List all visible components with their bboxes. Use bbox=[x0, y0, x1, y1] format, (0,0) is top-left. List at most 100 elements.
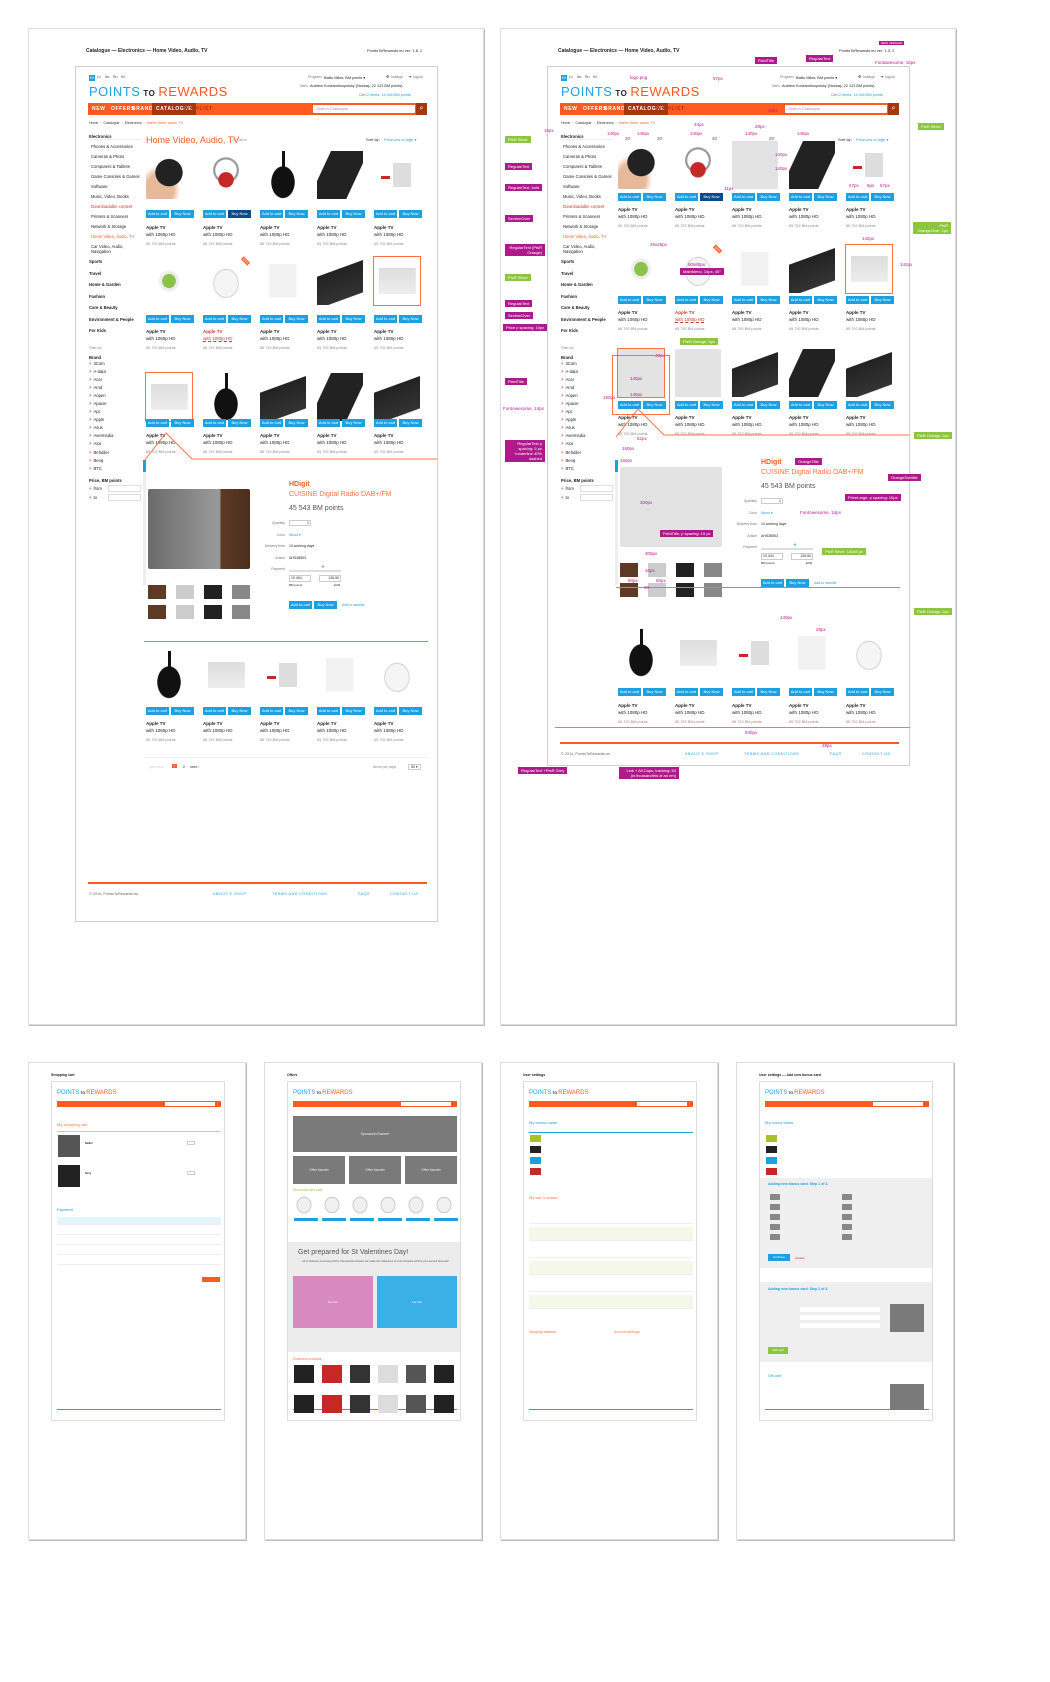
buy-now-button[interactable]: Buy Now bbox=[228, 707, 251, 715]
sidebar-group[interactable]: Sports bbox=[561, 259, 575, 265]
product-name[interactable]: Apple TV bbox=[317, 721, 337, 726]
add-to-cart-button[interactable]: Add to cart bbox=[846, 401, 869, 409]
card-option[interactable] bbox=[770, 1224, 780, 1230]
nav-offers[interactable]: OFFERS bbox=[583, 106, 607, 112]
sidebar-group[interactable]: Care & Beauty bbox=[89, 305, 118, 311]
add-to-cart-button[interactable]: Add to cart bbox=[618, 193, 641, 201]
product-name[interactable]: Apple TV bbox=[146, 433, 166, 438]
brand-filter[interactable]: + BTC bbox=[561, 466, 613, 471]
language-lv[interactable]: Lv bbox=[569, 75, 573, 79]
buy-now-button[interactable]: Buy Now bbox=[171, 707, 194, 715]
buy-now-button[interactable]: Buy Now bbox=[871, 688, 894, 696]
brand-scrollbar[interactable] bbox=[615, 460, 618, 585]
brand-filter[interactable]: + Asus bbox=[561, 425, 613, 430]
sidebar-item[interactable]: Network & Storage bbox=[91, 224, 127, 230]
detail-thumbnail[interactable] bbox=[148, 585, 166, 599]
detail-thumbnail[interactable] bbox=[204, 585, 222, 599]
sidebar-item[interactable]: Downloadable content bbox=[91, 204, 133, 210]
add-to-cart-button[interactable]: Add to cart bbox=[146, 210, 169, 218]
detail-thumbnail[interactable] bbox=[648, 583, 666, 597]
buy-now-button[interactable]: Buy Now bbox=[399, 210, 422, 218]
product-image[interactable] bbox=[846, 349, 892, 397]
brand-scrollbar[interactable] bbox=[143, 460, 146, 585]
nav-new[interactable]: NEW bbox=[564, 106, 578, 112]
brand-filter[interactable]: + Axxi bbox=[561, 441, 613, 446]
brand-filter[interactable]: + Axxi bbox=[89, 441, 141, 446]
sidebar-group[interactable]: Care & Beauty bbox=[561, 305, 590, 311]
sidebar-item[interactable]: Music, Video, Books bbox=[91, 194, 129, 200]
product-image[interactable] bbox=[789, 245, 835, 293]
product-name[interactable]: Apple TV bbox=[374, 329, 394, 334]
add-to-cart-button[interactable]: Add to cart bbox=[317, 419, 340, 427]
mini-search-input[interactable] bbox=[401, 1102, 451, 1106]
sidebar-item[interactable]: Game Consoles & Games bbox=[91, 174, 140, 180]
add-to-cart-button[interactable]: Add to cart bbox=[618, 296, 641, 304]
buy-now-button[interactable]: Buy Now bbox=[285, 315, 308, 323]
add-to-cart-button[interactable]: Add to cart bbox=[317, 315, 340, 323]
sidebar-group[interactable]: Fashion bbox=[89, 293, 106, 299]
product-name[interactable]: Apple TV bbox=[732, 415, 752, 420]
product-image[interactable] bbox=[374, 373, 420, 421]
product-image[interactable] bbox=[675, 349, 721, 397]
product-image[interactable] bbox=[618, 629, 664, 677]
sidebar-item[interactable]: Music, Video, Books bbox=[563, 194, 601, 200]
mini-nav[interactable] bbox=[293, 1101, 457, 1107]
buy-now-button[interactable]: Buy Now bbox=[399, 315, 422, 323]
nav-wishlist[interactable]: WISHLIST bbox=[184, 106, 213, 112]
buy-now-button[interactable]: Buy Now bbox=[342, 210, 365, 218]
add-to-cart-button[interactable]: Add to cart bbox=[289, 601, 312, 609]
product-name[interactable]: Apple TV bbox=[675, 207, 695, 212]
buy-now-button[interactable]: Buy Now bbox=[342, 707, 365, 715]
brand-filter[interactable]: + Benq bbox=[89, 458, 141, 463]
detail-thumbnail[interactable] bbox=[176, 585, 194, 599]
page-1-button[interactable]: 1 bbox=[172, 764, 177, 768]
product-name[interactable]: Apple TV bbox=[374, 225, 394, 230]
slider-handle-icon[interactable]: ▼ bbox=[793, 542, 797, 547]
language-no[interactable]: No bbox=[105, 75, 110, 79]
product-name[interactable]: Apple TV bbox=[675, 415, 695, 420]
sidebar-item[interactable]: Software bbox=[91, 184, 108, 190]
card-option[interactable] bbox=[842, 1234, 852, 1240]
checkout-button[interactable] bbox=[202, 1277, 220, 1282]
search-button[interactable]: ⌕ bbox=[888, 103, 899, 115]
language-sv[interactable]: Sv bbox=[121, 75, 126, 79]
language-en[interactable]: En bbox=[561, 75, 568, 81]
program-select[interactable]: Baltic Miles, BM points ▾ bbox=[324, 76, 366, 80]
add-to-wishlist-link[interactable]: Add to wishlist bbox=[342, 603, 365, 607]
buy-now-button[interactable]: Buy Now bbox=[786, 579, 809, 587]
sidebar-group[interactable]: Travel bbox=[89, 270, 102, 276]
program-select[interactable]: Baltic Miles, BM points ▾ bbox=[796, 76, 838, 80]
add-card-button[interactable]: Add card bbox=[768, 1347, 788, 1354]
search-input[interactable]: Search Catalogue bbox=[313, 105, 415, 113]
detail-thumbnail[interactable] bbox=[232, 585, 250, 599]
sidebar-item[interactable]: Phones & Accessories bbox=[91, 144, 133, 150]
brand-filter[interactable]: + Amd bbox=[89, 385, 141, 390]
detail-color-value[interactable]: Wood ▾ bbox=[761, 510, 773, 515]
brand-filter[interactable]: + Asus bbox=[89, 425, 141, 430]
brand-filter[interactable]: + Befolder bbox=[89, 450, 141, 455]
add-to-cart-button[interactable]: Add to cart bbox=[675, 401, 698, 409]
brand-filter[interactable]: + A-data bbox=[561, 369, 613, 374]
add-to-cart-button[interactable]: Add to cart bbox=[317, 210, 340, 218]
add-to-cart-button[interactable]: Add to cart bbox=[618, 401, 641, 409]
brand-filter[interactable]: + Benq bbox=[561, 458, 613, 463]
add-to-cart-button[interactable]: Add to cart bbox=[789, 193, 812, 201]
buy-now-button[interactable]: Buy Now bbox=[171, 210, 194, 218]
language-ru[interactable]: Ru bbox=[585, 75, 590, 79]
breadcrumb-item[interactable]: Home bbox=[561, 121, 571, 125]
brand-filter[interactable]: + Avermedia bbox=[89, 433, 141, 438]
breadcrumb-item[interactable]: Catalogue bbox=[575, 121, 592, 125]
price-to-input[interactable] bbox=[108, 494, 141, 502]
product-image[interactable] bbox=[146, 257, 192, 305]
add-to-cart-button[interactable]: Add to cart bbox=[317, 707, 340, 715]
brand-filter[interactable]: +3Com bbox=[89, 361, 141, 366]
add-to-cart-button[interactable]: Add to cart bbox=[203, 210, 226, 218]
product-image[interactable] bbox=[260, 373, 306, 421]
buy-now-button[interactable]: Buy Now bbox=[700, 401, 723, 409]
sidebar-item[interactable]: Printers & Scanners bbox=[563, 214, 601, 220]
continue-button[interactable]: Continue bbox=[768, 1254, 790, 1261]
detail-thumbnail[interactable] bbox=[648, 563, 666, 577]
mini-search-input[interactable] bbox=[873, 1102, 923, 1106]
product-name[interactable]: Apple TV bbox=[317, 433, 337, 438]
brand-filter[interactable]: + Apple bbox=[561, 417, 613, 422]
